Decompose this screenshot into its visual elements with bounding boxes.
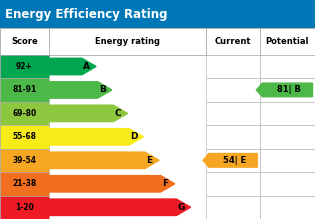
- Polygon shape: [49, 199, 191, 215]
- Bar: [0, 149, 49, 172]
- Text: 81-91: 81-91: [12, 85, 37, 94]
- Polygon shape: [49, 105, 128, 122]
- Bar: [0, 172, 49, 196]
- Text: 1-20: 1-20: [15, 203, 34, 212]
- Bar: [260, 172, 315, 196]
- Text: G: G: [178, 203, 185, 212]
- Polygon shape: [256, 83, 312, 97]
- Text: Score: Score: [11, 37, 38, 46]
- Bar: [260, 149, 315, 172]
- Bar: [206, 149, 260, 172]
- Polygon shape: [49, 176, 175, 192]
- Text: A: A: [83, 62, 90, 71]
- Text: D: D: [130, 132, 138, 141]
- Bar: [0, 78, 49, 102]
- Polygon shape: [49, 82, 112, 98]
- Text: B: B: [99, 85, 106, 94]
- Text: C: C: [115, 109, 121, 118]
- Text: Current: Current: [215, 37, 251, 46]
- Text: F: F: [162, 179, 168, 188]
- Bar: [206, 196, 260, 219]
- Bar: [0, 196, 49, 219]
- Bar: [260, 196, 315, 219]
- Bar: [206, 55, 260, 78]
- Text: 81| B: 81| B: [277, 85, 301, 94]
- Bar: [206, 172, 260, 196]
- Bar: [0, 28, 315, 219]
- Bar: [260, 125, 315, 149]
- Bar: [206, 102, 260, 125]
- Bar: [260, 55, 315, 78]
- Text: 21-38: 21-38: [12, 179, 37, 188]
- Text: 55-68: 55-68: [12, 132, 37, 141]
- Polygon shape: [203, 154, 257, 167]
- Text: 54| E: 54| E: [223, 156, 246, 165]
- Text: 92+: 92+: [16, 62, 33, 71]
- Bar: [260, 102, 315, 125]
- Bar: [0, 0, 315, 28]
- Bar: [206, 78, 260, 102]
- Polygon shape: [49, 129, 143, 145]
- Text: E: E: [146, 156, 152, 165]
- Text: Energy Efficiency Rating: Energy Efficiency Rating: [5, 8, 167, 21]
- Text: Energy rating: Energy rating: [95, 37, 160, 46]
- Bar: [206, 125, 260, 149]
- Bar: [0, 55, 49, 78]
- Text: Potential: Potential: [266, 37, 309, 46]
- Text: 39-54: 39-54: [12, 156, 37, 165]
- Bar: [0, 102, 49, 125]
- Polygon shape: [49, 58, 96, 75]
- Polygon shape: [49, 152, 159, 169]
- Bar: [0, 125, 49, 149]
- Bar: [260, 78, 315, 102]
- Bar: [0, 28, 315, 55]
- Text: 69-80: 69-80: [12, 109, 37, 118]
